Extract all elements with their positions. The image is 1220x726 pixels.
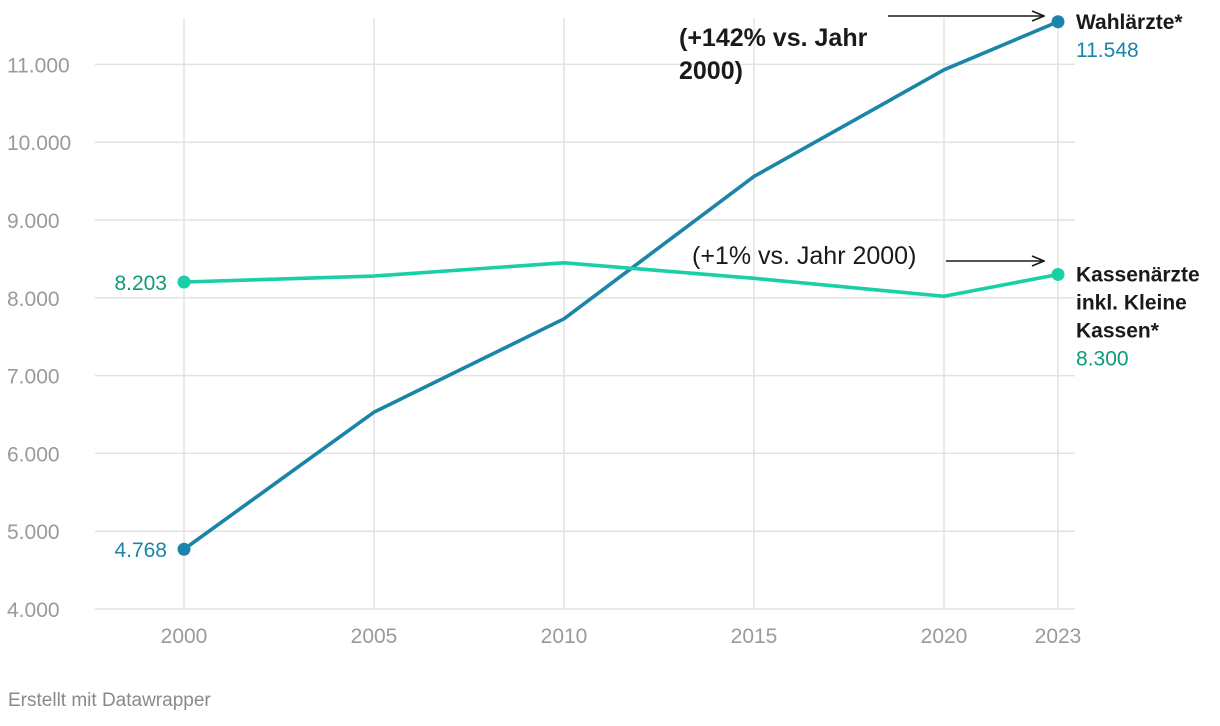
series-end-value-label: 8.300: [1076, 347, 1129, 370]
y-tick-label: 6.000: [7, 443, 60, 466]
series-end-point: [1051, 267, 1065, 281]
series-end-value-label: 11.548: [1076, 39, 1139, 62]
series-line: [182, 19, 1060, 552]
y-tick-label: 5.000: [7, 521, 60, 544]
series-name-label: Wahlärzte*: [1076, 11, 1183, 34]
series-name-label: inkl. Kleine: [1076, 291, 1187, 314]
x-tick-label: 2005: [351, 625, 398, 648]
x-tick-label: 2020: [921, 625, 968, 648]
annotation-text: (+142% vs. Jahr: [679, 24, 868, 52]
series-start-value-label: 4.768: [114, 539, 167, 562]
series-name-label: Kassen*: [1076, 319, 1160, 342]
series-start-value-label: 8.203: [114, 272, 167, 295]
y-tick-label: 9.000: [7, 210, 60, 233]
y-tick-label: 10.000: [7, 132, 71, 155]
series-name-label: Kassenärzte: [1076, 263, 1200, 286]
y-tick-label: 4.000: [7, 599, 60, 622]
x-tick-label: 2010: [541, 625, 588, 648]
x-tick-label: 2000: [161, 625, 208, 648]
annotation-text: (+1% vs. Jahr 2000): [692, 242, 916, 270]
x-tick-label: 2023: [1035, 625, 1082, 648]
y-tick-label: 7.000: [7, 366, 60, 389]
credit-text: Erstellt mit Datawrapper: [8, 690, 211, 711]
series-end-point: [1051, 15, 1065, 29]
x-tick-label: 2015: [731, 625, 778, 648]
series-start-point: [177, 275, 191, 289]
annotation-text: 2000): [679, 57, 743, 85]
series-line: [182, 260, 1060, 299]
y-tick-label: 8.000: [7, 288, 60, 311]
y-tick-label: 11.000: [7, 54, 70, 77]
series-start-point: [177, 542, 191, 556]
